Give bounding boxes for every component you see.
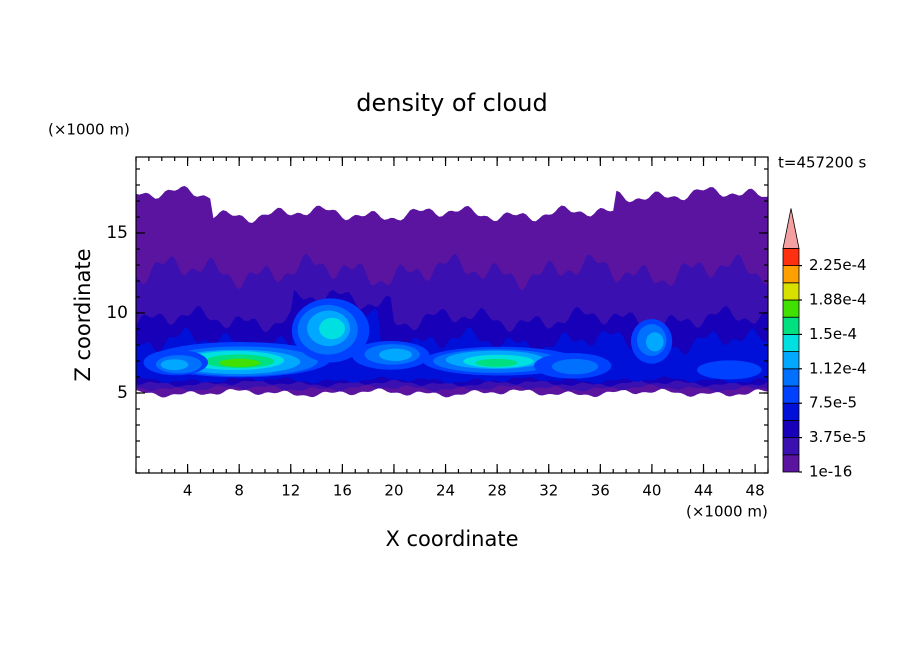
y-tick-label: 5 [117,383,128,403]
colorbar-label: 2.25e-4 [809,256,867,274]
colorbar-band [782,333,800,352]
contour-region [551,358,599,375]
colorbar-band [782,402,800,421]
x-tick-label: 48 [746,482,765,500]
colorbar-band [782,351,800,370]
colorbar-band [782,265,800,284]
x-tick-label: 44 [694,482,713,500]
x-axis-label: X coordinate [385,527,518,551]
colorbar-band [782,247,800,266]
x-tick-label: 16 [333,482,352,500]
colorbar-band [782,437,800,456]
colorbar-label: 3.75e-5 [809,428,867,446]
colorbar-label: 1.5e-4 [809,325,857,343]
colorbar-label: 7.5e-5 [809,394,857,412]
y-unit: (×1000 m) [48,121,130,139]
contour-region [645,332,664,352]
colorbar-band [782,282,800,301]
contour-field [136,185,768,398]
contour-region [379,348,413,361]
plot-frame [135,156,769,474]
y-tick-label: 10 [106,303,128,323]
x-unit: (×1000 m) [686,503,768,521]
colorbar-band [782,316,800,335]
contour-region [160,359,189,371]
y-tick-label: 15 [106,223,128,243]
colorbar-band [782,454,800,473]
colorbar-label: 1e-16 [809,463,852,481]
annotation: t=457200 s [778,154,866,172]
y-axis-label: Z coordinate [71,248,95,381]
contour-region [218,358,261,367]
x-tick-label: 28 [488,482,507,500]
colorbar-extend [782,208,800,249]
x-tick-label: 32 [539,482,558,500]
colorbar-label: 1.12e-4 [809,359,867,377]
x-tick-label: 8 [234,482,244,500]
colorbar-label: 1.88e-4 [809,291,867,309]
x-tick-label: 36 [591,482,610,500]
colorbar-band [782,368,800,387]
x-tick-label: 40 [642,482,661,500]
contour-region [319,317,345,340]
x-tick-label: 20 [384,482,403,500]
contour-region [697,360,762,380]
colorbar-band [782,419,800,438]
chart-title: density of cloud [356,89,547,117]
x-tick-label: 24 [436,482,455,500]
colorbar-band [782,385,800,404]
x-tick-label: 4 [183,482,193,500]
contour-region [475,358,518,367]
colorbar-band [782,299,800,318]
x-tick-label: 12 [281,482,300,500]
